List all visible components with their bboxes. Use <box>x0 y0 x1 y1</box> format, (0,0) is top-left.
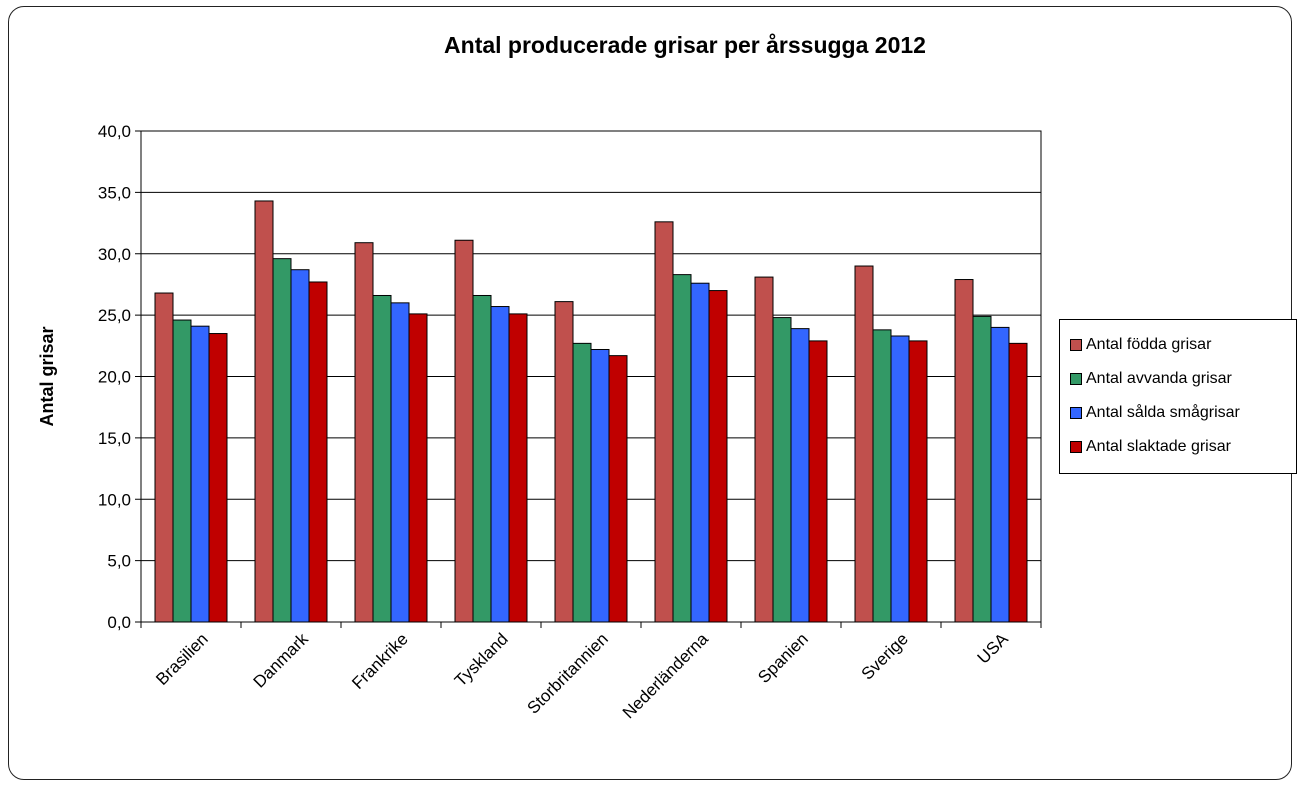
x-tick-label: Storbritannien <box>524 629 612 717</box>
legend: Antal födda grisar Antal avvanda grisar … <box>1059 319 1297 474</box>
y-tick-label: 35,0 <box>98 183 131 202</box>
bar <box>608 355 628 623</box>
bar <box>972 315 992 623</box>
bar <box>390 302 410 623</box>
legend-item: Antal avvanda grisar <box>1070 362 1296 396</box>
bar <box>908 340 928 623</box>
y-tick-label: 10,0 <box>98 490 131 509</box>
bar <box>654 221 674 623</box>
bar <box>808 340 828 623</box>
x-tick-label: Nederländerna <box>619 629 712 722</box>
bar <box>708 290 728 623</box>
bar <box>454 239 474 623</box>
bar <box>854 265 874 623</box>
bar <box>272 258 292 623</box>
bar <box>872 329 892 623</box>
legend-label: Antal slaktade grisar <box>1086 438 1231 455</box>
legend-item: Antal födda grisar <box>1070 328 1296 362</box>
legend-label: Antal sålda smågrisar <box>1086 404 1240 421</box>
bar <box>772 317 792 623</box>
legend-label: Antal födda grisar <box>1086 336 1212 353</box>
legend-swatch <box>1070 339 1082 351</box>
bar <box>154 292 174 623</box>
x-tick-label: Brasilien <box>152 629 212 689</box>
x-tick-label: Sverige <box>858 629 912 683</box>
x-tick-label: Tyskland <box>451 629 512 690</box>
bar <box>472 294 492 623</box>
bar <box>490 306 510 623</box>
legend-swatch <box>1070 407 1082 419</box>
y-tick-label: 15,0 <box>98 429 131 448</box>
bar <box>590 348 610 623</box>
x-tick-label: Danmark <box>250 629 313 692</box>
bar <box>290 269 310 623</box>
y-tick-label: 5,0 <box>107 552 131 571</box>
x-tick-label: Spanien <box>754 629 812 687</box>
y-tick-label: 40,0 <box>98 122 131 141</box>
bar <box>554 301 574 623</box>
bar <box>372 294 392 623</box>
y-axis-label: Antal grisar <box>37 326 57 426</box>
x-tick-label: Frankrike <box>348 629 412 693</box>
bar <box>308 281 328 623</box>
y-tick-label: 20,0 <box>98 368 131 387</box>
bar <box>1008 342 1028 623</box>
bar <box>954 279 974 623</box>
chart-title: Antal producerade grisar per årssugga 20… <box>444 32 926 58</box>
bar <box>208 333 228 623</box>
bar <box>354 242 374 623</box>
bar <box>672 274 692 623</box>
bar <box>890 335 910 623</box>
legend-item: Antal sålda smågrisar <box>1070 396 1296 430</box>
bar <box>508 313 528 623</box>
legend-swatch <box>1070 373 1082 385</box>
bar <box>990 326 1010 623</box>
bar <box>254 200 274 623</box>
bar <box>172 319 192 623</box>
y-tick-label: 25,0 <box>98 306 131 325</box>
x-tick-label: USA <box>974 629 1013 668</box>
legend-swatch <box>1070 441 1082 453</box>
bar <box>572 342 592 623</box>
legend-item: Antal slaktade grisar <box>1070 430 1296 464</box>
bar <box>690 282 710 623</box>
bar <box>408 313 428 623</box>
bar <box>790 328 810 623</box>
y-tick-label: 30,0 <box>98 245 131 264</box>
bar <box>190 325 210 623</box>
bar <box>754 276 774 623</box>
legend-label: Antal avvanda grisar <box>1086 370 1232 387</box>
y-tick-label: 0,0 <box>107 613 131 632</box>
